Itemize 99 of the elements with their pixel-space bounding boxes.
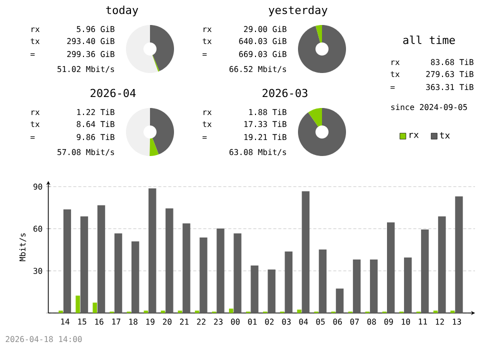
text: = bbox=[30, 53, 35, 56]
bar bbox=[284, 252, 292, 313]
text: 1.88 TiB bbox=[249, 108, 286, 116]
bar bbox=[318, 250, 327, 313]
bar bbox=[352, 260, 361, 313]
bar bbox=[76, 296, 80, 313]
text: 299.36 GiB bbox=[67, 50, 114, 58]
bar bbox=[97, 205, 106, 313]
y-tick-label: 60 bbox=[34, 226, 42, 232]
text: rx bbox=[32, 28, 40, 32]
chart-title: 2026-04 bbox=[90, 88, 136, 98]
legend-label: rx bbox=[410, 132, 419, 138]
bar bbox=[250, 266, 258, 313]
x-tick-label: 18 bbox=[129, 318, 138, 325]
text: 8.64 TiB bbox=[76, 120, 114, 128]
x-tick-label: 19 bbox=[146, 318, 154, 325]
text: 1.22 TiB bbox=[77, 108, 114, 115]
text: rx bbox=[32, 110, 40, 115]
x-tick-label: 10 bbox=[402, 318, 410, 325]
x-tick-label: 03 bbox=[282, 318, 291, 325]
text: tx bbox=[30, 121, 40, 127]
text: all time bbox=[403, 36, 455, 44]
y-tick-label: 90 bbox=[34, 184, 42, 190]
chart-title: today bbox=[106, 6, 138, 16]
bar bbox=[336, 288, 344, 313]
bar bbox=[370, 260, 378, 313]
x-tick-label: 07 bbox=[350, 318, 359, 325]
bar bbox=[63, 209, 72, 313]
x-tick-label: 01 bbox=[248, 318, 257, 325]
y-tick-label: 30 bbox=[34, 268, 42, 274]
text: 9.86 TiB bbox=[76, 134, 114, 140]
text: 66.52 Mbit/s bbox=[230, 66, 286, 73]
x-tick-label: 06 bbox=[333, 318, 342, 325]
text: = bbox=[202, 136, 207, 139]
text: tx bbox=[202, 121, 212, 127]
text: 5.96 GiB bbox=[76, 26, 114, 32]
x-tick-label: 09 bbox=[384, 318, 393, 325]
text: 293.40 GiB bbox=[67, 38, 114, 44]
bar bbox=[92, 302, 98, 313]
text: 51.02 Mbit/s bbox=[58, 66, 114, 73]
x-tick-label: 04 bbox=[299, 318, 308, 325]
text: 640.03 GiB bbox=[239, 38, 286, 44]
text: 63.08 Mbit/s bbox=[230, 148, 286, 156]
x-tick-label: 20 bbox=[162, 318, 172, 325]
chart-title: yesterday bbox=[268, 6, 328, 16]
text: 669.03 GiB bbox=[239, 50, 286, 58]
text: = bbox=[30, 136, 35, 139]
bar bbox=[297, 310, 302, 313]
bar bbox=[438, 216, 446, 313]
bar bbox=[148, 188, 156, 313]
text: 17.33 TiB bbox=[244, 120, 286, 128]
bar bbox=[216, 228, 224, 313]
text: 279.63 TiB bbox=[426, 70, 474, 78]
text: 57.08 Mbit/s bbox=[58, 148, 114, 156]
x-tick-label: 23 bbox=[214, 318, 223, 325]
text: 29.00 GiB bbox=[244, 26, 286, 32]
bar bbox=[131, 241, 140, 313]
bar bbox=[80, 216, 88, 313]
chart-title: 2026-03 bbox=[262, 88, 308, 98]
x-tick-label: 02 bbox=[265, 318, 274, 325]
x-tick-label: 17 bbox=[112, 318, 120, 324]
x-tick-label: 15 bbox=[78, 318, 86, 325]
bar bbox=[421, 229, 429, 313]
x-tick-label: 22 bbox=[197, 318, 206, 325]
text: since 2024-09-05 bbox=[391, 104, 467, 110]
x-tick-label: 08 bbox=[367, 318, 376, 325]
text: rx bbox=[392, 60, 400, 65]
text: 83.68 TiB bbox=[430, 58, 474, 66]
text: rx bbox=[204, 28, 212, 32]
bar bbox=[114, 233, 122, 313]
legend-label: tx bbox=[440, 132, 450, 139]
bar bbox=[200, 237, 208, 313]
bar bbox=[302, 191, 310, 313]
x-tick-label: 11 bbox=[418, 318, 427, 324]
bar bbox=[386, 222, 395, 313]
x-tick-label: 16 bbox=[95, 318, 104, 325]
bar bbox=[404, 258, 412, 313]
bar bbox=[268, 269, 276, 313]
bar bbox=[182, 223, 190, 313]
bar bbox=[166, 208, 174, 313]
text: rx bbox=[204, 110, 212, 115]
text: = bbox=[390, 86, 395, 89]
text: tx bbox=[202, 38, 212, 44]
x-tick-label: 14 bbox=[61, 318, 70, 324]
x-tick-label: 13 bbox=[452, 318, 461, 325]
bar bbox=[455, 196, 463, 313]
text: 363.31 TiB bbox=[426, 84, 474, 90]
text: tx bbox=[390, 71, 400, 77]
text: 2026-04-18 14:00 bbox=[6, 336, 82, 342]
text: 19.21 TiB bbox=[244, 134, 286, 140]
y-axis-title: Mbit/s bbox=[19, 233, 26, 262]
bar bbox=[228, 308, 234, 313]
x-tick-label: 00 bbox=[231, 318, 240, 325]
x-tick-label: 21 bbox=[180, 318, 188, 325]
x-tick-label: 05 bbox=[316, 318, 325, 325]
bar bbox=[234, 233, 242, 313]
x-tick-label: 12 bbox=[436, 318, 444, 325]
text: = bbox=[202, 53, 207, 56]
text: tx bbox=[30, 38, 40, 44]
